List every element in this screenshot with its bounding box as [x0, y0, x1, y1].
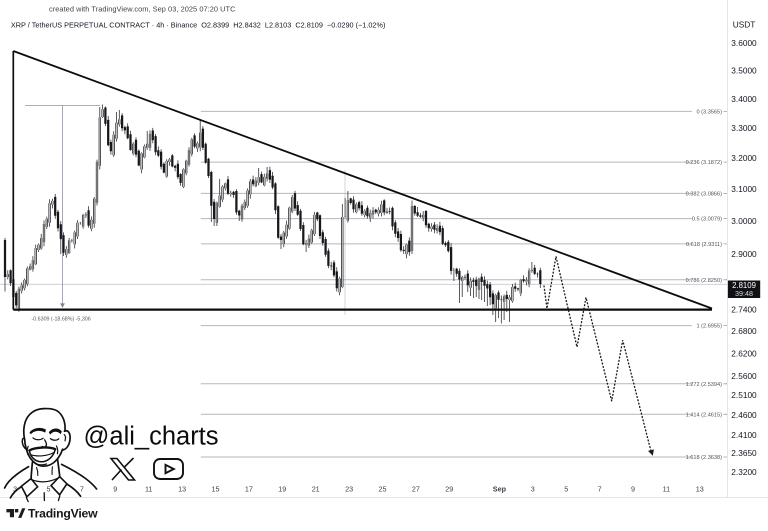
svg-text:3.3000: 3.3000: [731, 123, 757, 133]
svg-text:3.5000: 3.5000: [731, 66, 757, 76]
svg-text:2.7400: 2.7400: [731, 305, 757, 315]
svg-text:39:48: 39:48: [735, 289, 753, 298]
svg-text:3.1000: 3.1000: [731, 184, 757, 194]
svg-text:13: 13: [696, 485, 704, 494]
svg-text:13: 13: [178, 485, 186, 494]
svg-text:2.3650: 2.3650: [731, 448, 757, 458]
svg-text:25: 25: [379, 485, 387, 494]
svg-text:0 (3.3565): 0 (3.3565): [697, 109, 723, 115]
svg-text:7: 7: [598, 485, 602, 494]
svg-text:0.382 (3.0866): 0.382 (3.0866): [686, 191, 723, 197]
svg-text:3: 3: [531, 485, 535, 494]
svg-text:2.6200: 2.6200: [731, 348, 757, 358]
svg-text:@ali_charts: @ali_charts: [84, 423, 219, 451]
svg-text:11: 11: [145, 485, 152, 494]
svg-text:TradingView: TradingView: [28, 506, 98, 520]
svg-text:0.5 (3.0079): 0.5 (3.0079): [692, 217, 722, 223]
svg-text:created with TradingView.com,: created with TradingView.com, Sep 03, 20…: [49, 5, 236, 14]
svg-text:29: 29: [445, 485, 453, 494]
svg-text:9: 9: [113, 485, 117, 494]
svg-text:3: 3: [13, 485, 17, 494]
svg-text:11: 11: [663, 485, 670, 494]
svg-text:2.8109: 2.8109: [732, 281, 756, 290]
svg-text:2.9000: 2.9000: [731, 249, 757, 259]
svg-text:5: 5: [564, 485, 568, 494]
svg-text:3.4000: 3.4000: [731, 94, 757, 104]
svg-text:2.3200: 2.3200: [731, 467, 757, 477]
svg-text:2.5100: 2.5100: [731, 390, 757, 400]
svg-text:15: 15: [212, 485, 220, 494]
svg-text:2.6800: 2.6800: [731, 326, 757, 336]
svg-text:17: 17: [245, 485, 253, 494]
svg-text:5: 5: [47, 485, 51, 494]
svg-text:1.414 (2.4615): 1.414 (2.4615): [686, 412, 723, 418]
svg-text:3.6000: 3.6000: [731, 38, 757, 48]
svg-text:23: 23: [345, 485, 353, 494]
svg-text:0.236 (3.1872): 0.236 (3.1872): [686, 160, 723, 166]
svg-text:2.5600: 2.5600: [731, 371, 757, 381]
svg-text:2.4100: 2.4100: [731, 430, 757, 440]
svg-text:2.4600: 2.4600: [731, 410, 757, 420]
svg-text:3.0000: 3.0000: [731, 216, 757, 226]
svg-text:9: 9: [631, 485, 635, 494]
svg-text:21: 21: [312, 485, 320, 494]
svg-text:3.2000: 3.2000: [731, 153, 757, 163]
svg-text:19: 19: [278, 485, 286, 494]
svg-text:Sep: Sep: [493, 485, 507, 494]
svg-text:1 (2.6955): 1 (2.6955): [697, 324, 723, 330]
svg-text:0.786 (2.8250): 0.786 (2.8250): [686, 278, 723, 284]
svg-text:XRP / TetherUS PERPETUAL CONTR: XRP / TetherUS PERPETUAL CONTRACT · 4h ·…: [11, 21, 386, 30]
svg-text:27: 27: [412, 485, 420, 494]
svg-text:1.618 (2.3638): 1.618 (2.3638): [686, 455, 723, 461]
svg-text:7: 7: [80, 485, 84, 494]
svg-text:-0.6309 (-18.68%) -5,306: -0.6309 (-18.68%) -5,306: [32, 317, 91, 323]
svg-text:1.272 (2.5394): 1.272 (2.5394): [686, 382, 723, 388]
svg-text:0.618 (2.9311): 0.618 (2.9311): [686, 242, 722, 248]
svg-text:USDT: USDT: [733, 20, 756, 30]
